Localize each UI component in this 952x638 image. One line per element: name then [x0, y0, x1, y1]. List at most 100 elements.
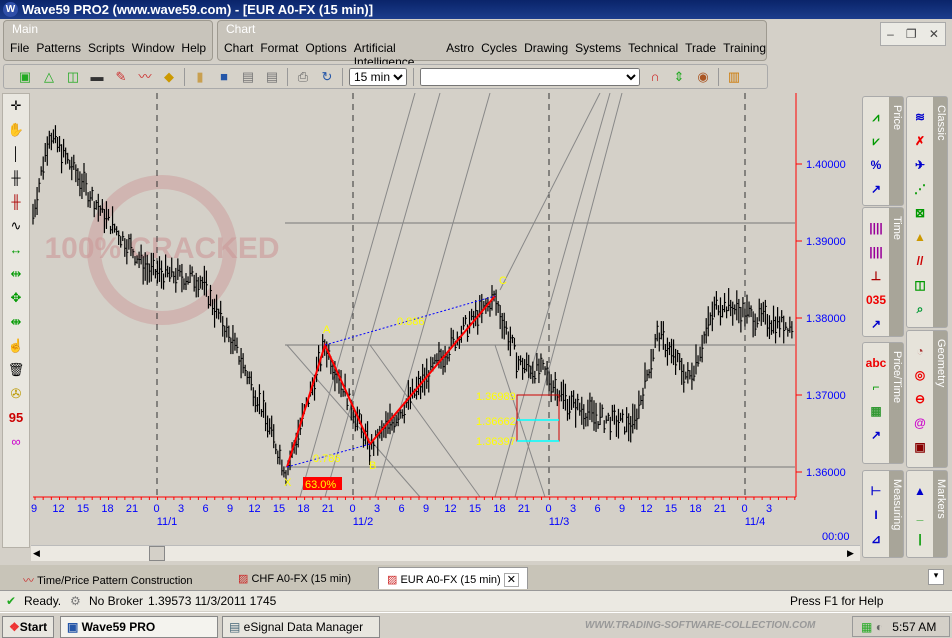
price-up-icon[interactable]: ⩘ [872, 110, 880, 124]
magnet-icon[interactable]: ∩ [650, 68, 660, 84]
line-chart-icon[interactable]: ∿ [10, 218, 22, 233]
minimize-icon[interactable]: – [887, 27, 894, 41]
zoom-out-icon[interactable]: ⇼ [10, 314, 22, 329]
taskbar-item-esignal[interactable]: ▤ eSignal Data Manager [222, 616, 380, 638]
user-edit-icon[interactable]: ✎ [115, 68, 127, 84]
zoom-horizontal-icon[interactable]: ↔ [9, 242, 23, 257]
menu-scripts[interactable]: Scripts [88, 41, 125, 55]
print-icon[interactable]: ⎙ [297, 68, 309, 84]
menu-help[interactable]: Help [181, 41, 207, 55]
price-trend-icon[interactable]: ↗ [870, 182, 882, 196]
arcs-icon[interactable]: ◔ [916, 344, 924, 358]
zoom-in-icon[interactable]: ⇹ [10, 266, 22, 281]
menu-astro[interactable]: Astro [446, 41, 475, 55]
up-down-icon[interactable]: ⇕ [673, 68, 685, 84]
taskbar-item-wave59[interactable]: ▣ Wave59 PRO [60, 616, 218, 638]
trend-fill-icon[interactable]: ↗ [870, 428, 882, 442]
time-count-icon[interactable]: 035 [865, 293, 887, 307]
start-button[interactable]: ❖Start [2, 616, 54, 638]
menu-cycles[interactable]: Cycles [481, 41, 518, 55]
restore-icon[interactable]: ❐ [905, 27, 917, 41]
gann-box-icon[interactable]: ⊠ [914, 206, 926, 220]
grid-icon[interactable]: ▦ [870, 404, 882, 418]
new-script-icon[interactable]: ▬ [90, 68, 104, 84]
warning-icon[interactable]: ◆ [164, 68, 174, 84]
new-spiral-icon[interactable]: ◫ [66, 68, 80, 84]
indicator-icon[interactable]: 〰 [138, 68, 152, 84]
ellipse-icon[interactable]: ⊖ [914, 392, 926, 406]
measure-bar-icon[interactable]: ⊢ [870, 484, 882, 498]
candle-chart-icon[interactable]: ╫ [11, 194, 21, 209]
price-chart[interactable]: 100% CRACKED 1.40000 1.39000 1.38000 1.37000… [31, 93, 860, 545]
refresh-icon[interactable]: ↻ [321, 68, 333, 84]
menu-training[interactable]: Training [723, 41, 766, 55]
close-tab-icon[interactable]: ✕ [503, 573, 519, 587]
menu-drawing[interactable]: Drawing [524, 41, 569, 55]
interval-select[interactable]: 15 min [349, 67, 407, 86]
new-pattern-icon[interactable]: △ [44, 68, 54, 84]
save-icon[interactable]: ■ [220, 68, 228, 84]
spiral-triangle-icon[interactable]: ▲ [914, 230, 926, 244]
close-icon[interactable]: ✕ [928, 27, 939, 41]
layout-icon[interactable]: ▥ [727, 68, 741, 84]
menu-trade[interactable]: Trade [685, 41, 717, 55]
crosshair-icon[interactable]: ✛ [10, 98, 22, 113]
measure-123-icon[interactable]: I [874, 508, 878, 522]
price-time-box-icon[interactable]: ⌐ [872, 380, 880, 394]
open-folder-icon[interactable]: ▮ [196, 68, 204, 84]
time-bars-icon[interactable]: |||| [869, 245, 883, 259]
wave-icon[interactable]: ∞ [11, 434, 21, 449]
wave-icon[interactable]: ✈ [914, 158, 926, 172]
new-chart-icon[interactable]: ▣ [18, 68, 32, 84]
measure-angle-icon[interactable]: ⊿ [870, 532, 882, 546]
menu-chart[interactable]: Chart [224, 41, 254, 55]
percent-icon[interactable]: % [870, 158, 882, 172]
marker-line-icon[interactable]: _ [916, 508, 924, 522]
menu-technical[interactable]: Technical [628, 41, 679, 55]
price-down-icon[interactable]: ⩗ [872, 134, 880, 148]
fan-lines-icon[interactable]: ⋰ [914, 182, 926, 196]
menu-window[interactable]: Window [131, 41, 175, 55]
tab-chf[interactable]: ▨ CHF A0-FX (15 min) [238, 573, 352, 585]
magnifier-icon[interactable]: ⌕ [916, 302, 924, 316]
scroll-thumb[interactable] [149, 546, 165, 561]
network-icon[interactable]: ▦ [861, 620, 873, 634]
save-chart-icon[interactable]: ▤ [265, 68, 279, 84]
symbol-select[interactable] [420, 67, 640, 86]
time-cycle-icon[interactable]: ⊥ [870, 269, 882, 283]
menu-format[interactable]: Format [260, 41, 299, 55]
bar-chart-icon[interactable]: ╫ [11, 170, 21, 185]
marker-vertical-icon[interactable]: | [918, 532, 922, 546]
abc-label-icon[interactable]: abc [865, 356, 887, 370]
spiral-icon[interactable]: @ [914, 416, 926, 430]
scroll-right-icon[interactable]: ▶ [847, 548, 854, 558]
menu-file[interactable]: File [10, 41, 30, 55]
menu-systems[interactable]: Systems [575, 41, 622, 55]
parallel-lines-icon[interactable]: // [916, 254, 924, 268]
hand-icon[interactable]: ✋ [7, 122, 25, 137]
numbers-icon[interactable]: 95 [8, 410, 24, 425]
gann-fan-icon[interactable]: ✗ [914, 134, 926, 148]
time-lines-icon[interactable]: |||| [869, 221, 883, 235]
arrow-up-marker-icon[interactable]: ▲ [914, 484, 926, 498]
menu-patterns[interactable]: Patterns [36, 41, 82, 55]
open-chart-icon[interactable]: ▤ [241, 68, 255, 84]
wrench-icon[interactable]: ✇ [10, 386, 22, 401]
tab-eur[interactable]: ▨ EUR A0-FX (15 min) ✕ [378, 567, 528, 589]
zoom-all-icon[interactable]: ✥ [10, 290, 22, 305]
trash-icon[interactable]: 🗑 [7, 362, 25, 377]
square-circle-icon[interactable]: ▣ [914, 440, 926, 454]
square-spiral-icon[interactable]: ◫ [914, 278, 926, 292]
pointer-icon[interactable]: ☝ [7, 338, 25, 353]
scroll-left-icon[interactable]: ◀ [33, 548, 40, 558]
tab-pattern-construction[interactable]: 〰 Time/Price Pattern Construction [23, 575, 193, 587]
menu-options[interactable]: Options [305, 41, 347, 55]
andrews-pitchfork-icon[interactable]: ≋ [914, 110, 926, 124]
horizontal-scrollbar[interactable]: ◀ ▶ [31, 545, 860, 561]
volume-icon[interactable]: ◐ [875, 620, 883, 634]
circles-icon[interactable]: ◎ [914, 368, 926, 382]
eye-icon[interactable]: ◉ [697, 68, 709, 84]
tab-list-icon[interactable]: ▾ [928, 569, 944, 585]
vertical-line-icon[interactable]: │ [11, 146, 21, 161]
time-marker-icon[interactable]: ↗ [870, 317, 882, 331]
